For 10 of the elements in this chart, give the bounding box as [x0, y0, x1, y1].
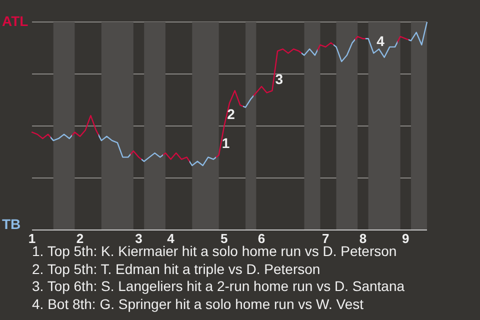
text: 2. Top 5th: T. Edman hit a triple vs D. Peterson	[32, 260, 322, 278]
annotation: 3	[275, 70, 283, 87]
annotation: 4	[376, 33, 384, 50]
x-tick-label: 9	[402, 231, 410, 246]
text: 4. Bot 8th: G. Springer hit a solo home run vs W. Vest	[32, 296, 364, 313]
text: 3. Top 6th: S. Langeliers hit a 2-run home run vs D. Santana	[32, 278, 405, 296]
annotation: 2	[227, 106, 235, 122]
text: ATL	[2, 13, 28, 29]
annotation: 1	[222, 135, 230, 152]
text: TB	[2, 216, 21, 232]
